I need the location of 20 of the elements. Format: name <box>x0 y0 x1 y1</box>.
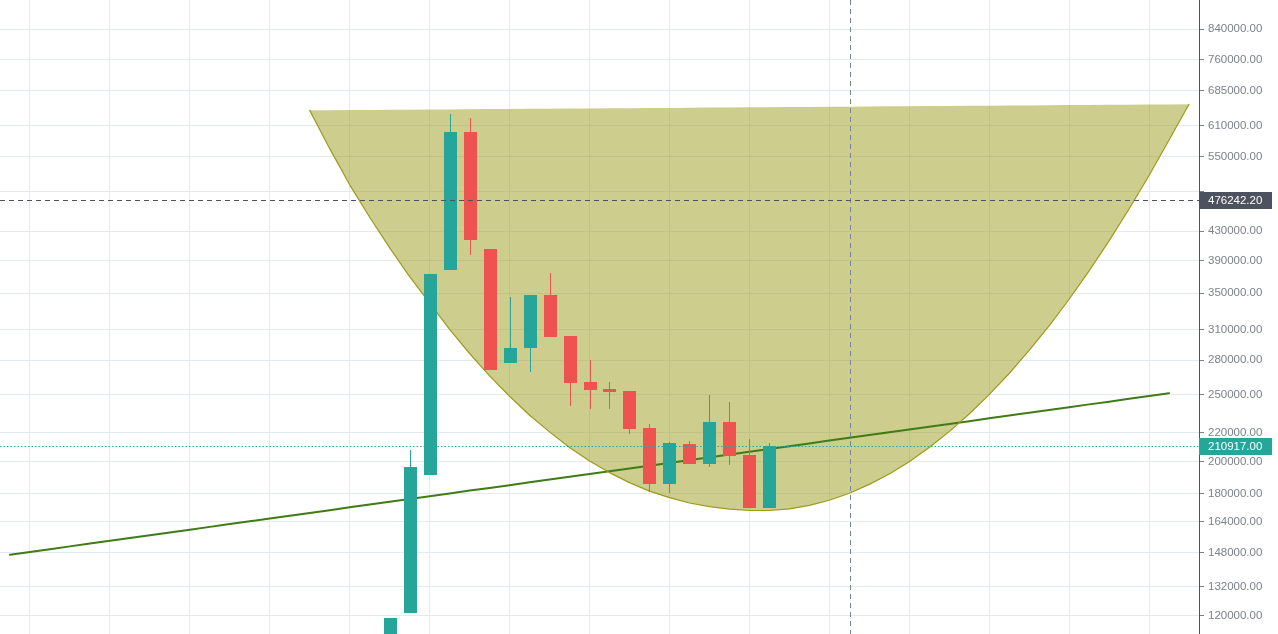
y-tick-label: 148000.00 <box>1208 545 1263 558</box>
y-tick-label: 550000.00 <box>1208 150 1263 163</box>
y-tick-label: 350000.00 <box>1208 286 1263 299</box>
y-tick-label: 310000.00 <box>1208 322 1263 335</box>
y-tick-label: 685000.00 <box>1208 83 1263 96</box>
y-tick-label: 280000.00 <box>1208 353 1263 366</box>
y-tick-label: 250000.00 <box>1208 387 1263 400</box>
y-tick-label: 610000.00 <box>1208 118 1263 131</box>
y-tick-label: 200000.00 <box>1208 454 1263 467</box>
y-tick-label: 120000.00 <box>1208 608 1263 621</box>
y-tick-label: 220000.00 <box>1208 426 1263 439</box>
y-tick-label: 760000.00 <box>1208 52 1263 65</box>
y-tick-label: 840000.00 <box>1208 22 1263 35</box>
y-tick-label: 430000.00 <box>1208 224 1263 237</box>
y-tick-label: 390000.00 <box>1208 253 1263 266</box>
ref-line-label: 476242.20 <box>1208 194 1263 207</box>
y-tick-label: 180000.00 <box>1208 486 1263 499</box>
ref-line-label: 210917.00 <box>1208 440 1263 453</box>
y-tick-label: 164000.00 <box>1208 514 1263 527</box>
y-tick-label: 132000.00 <box>1208 580 1263 593</box>
